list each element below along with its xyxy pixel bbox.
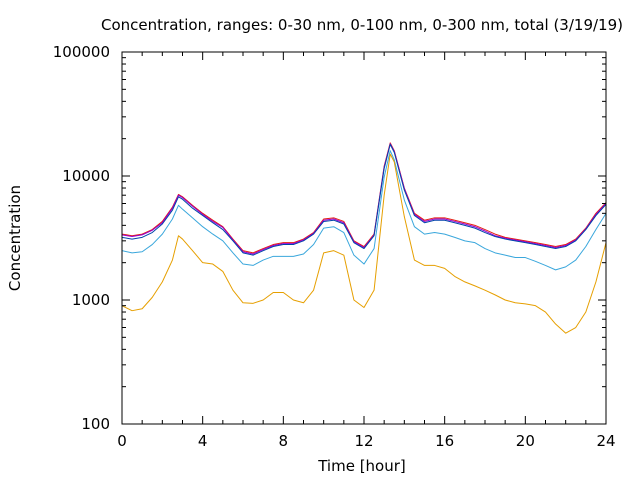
x-tick-label: 4 <box>198 432 208 450</box>
x-tick-label: 12 <box>354 432 373 450</box>
x-tick-label: 20 <box>516 432 535 450</box>
y-tick-label: 10000 <box>62 167 110 185</box>
series-line-5 <box>121 153 607 334</box>
x-axis-label: Time [hour] <box>317 457 406 475</box>
x-tick-label: 0 <box>117 432 127 450</box>
y-tick-label: 100000 <box>53 43 110 61</box>
x-tick-label: 16 <box>435 432 454 450</box>
plot-frame <box>121 51 607 425</box>
x-tick-label: 8 <box>279 432 289 450</box>
y-axis-label: Concentration <box>6 185 24 291</box>
series-line-2 <box>121 143 607 255</box>
chart-title: Concentration, ranges: 0-30 nm, 0-100 nm… <box>101 16 623 34</box>
series-line-1 <box>121 142 607 254</box>
series-line-3 <box>121 143 607 256</box>
x-tick-label: 24 <box>596 432 615 450</box>
series-line-4 <box>121 150 607 271</box>
y-tick-label: 1000 <box>72 291 110 309</box>
y-tick-label: 100 <box>81 415 110 433</box>
